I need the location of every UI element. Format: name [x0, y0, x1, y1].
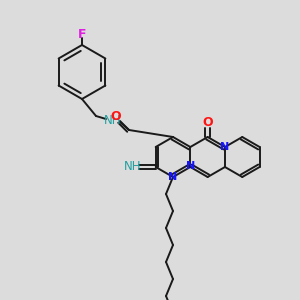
Text: F: F [78, 28, 86, 41]
Text: NH: NH [124, 160, 141, 173]
Text: N: N [168, 172, 178, 182]
Text: NH: NH [104, 113, 122, 127]
Text: O: O [111, 110, 121, 122]
Text: O: O [202, 116, 213, 130]
Text: N: N [220, 142, 230, 152]
Text: N: N [186, 161, 195, 171]
